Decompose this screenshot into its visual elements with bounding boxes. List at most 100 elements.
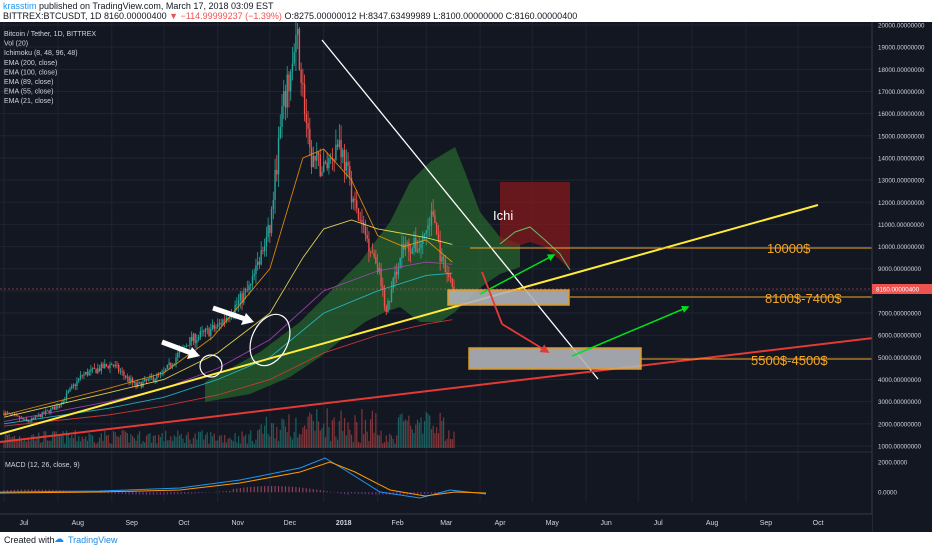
candle — [48, 410, 50, 413]
volume-bar — [74, 430, 76, 448]
candle — [111, 364, 113, 366]
tradingview-logo-link[interactable]: TradingView — [68, 535, 118, 545]
volume-bar — [411, 429, 413, 448]
macd-bar — [138, 492, 141, 495]
macd-bar — [232, 488, 234, 493]
volume-bar — [354, 415, 356, 448]
volume-bar — [253, 443, 255, 448]
y-tick-label: 11000.00000000 — [878, 222, 925, 229]
candle — [159, 372, 162, 374]
candle — [425, 230, 427, 234]
volume-bar — [85, 436, 87, 448]
candle — [78, 378, 80, 381]
candle — [389, 301, 391, 303]
price-chart[interactable]: Ichi 10000$ 8100$-7400$ 5500$-4500$ MACD (1… — [0, 22, 932, 532]
candle — [449, 276, 452, 279]
volume-bar — [237, 435, 240, 448]
candle — [345, 161, 348, 171]
candle — [131, 378, 134, 383]
candle — [79, 375, 82, 379]
pointer-arrow-shaft — [212, 305, 249, 323]
candle — [298, 28, 301, 70]
candle — [90, 369, 92, 372]
legend-item: Vol (20) — [4, 41, 28, 48]
time-axis[interactable]: Jul Aug Sep Oct Nov Dec 2018 Feb Mar Apr May Jun Jul… — [0, 513, 872, 532]
candle — [267, 225, 269, 238]
macd-bar — [135, 492, 137, 495]
x-tick-label: Dec — [284, 520, 297, 527]
candle — [274, 169, 276, 201]
volume-bar — [243, 436, 245, 448]
candle — [220, 323, 222, 325]
legend-item: Bitcoin / Tether, 1D, BITTREX — [4, 31, 96, 38]
candle — [236, 304, 238, 306]
candle — [76, 380, 78, 386]
y-tick-label: 18000.00000000 — [878, 67, 925, 74]
legend-item: EMA (55, close) — [4, 89, 53, 96]
volume-bar — [65, 430, 68, 448]
candle — [210, 329, 212, 336]
candle — [62, 399, 64, 405]
volume-bar — [444, 440, 446, 448]
volume-bar — [86, 440, 89, 448]
candle — [197, 336, 200, 340]
candle — [15, 414, 17, 416]
volume-bar — [338, 421, 340, 448]
published-text: published on TradingView.com, March 17, … — [39, 1, 274, 11]
candle — [375, 256, 377, 264]
candle — [58, 405, 61, 408]
volume-bar — [79, 441, 82, 448]
price-axis[interactable]: 1000.00000000 2000.00000000 3000.00000000 4… — [871, 22, 932, 532]
volume-bar — [404, 419, 406, 448]
volume-bar — [416, 419, 419, 448]
candle — [39, 414, 42, 418]
candle — [234, 305, 236, 314]
candle — [211, 325, 214, 330]
volume-bar — [364, 419, 367, 448]
candle — [269, 225, 271, 233]
volume-bar — [324, 437, 327, 448]
candle — [263, 245, 266, 252]
candle — [18, 416, 21, 419]
macd-label: MACD (12, 26, close, 9) — [5, 462, 80, 469]
volume-bar — [326, 408, 328, 448]
author-link[interactable]: krasstim — [3, 1, 37, 11]
macd-bar — [236, 488, 238, 493]
candle — [81, 375, 83, 377]
candle — [262, 250, 264, 252]
macd-bar — [204, 492, 207, 493]
candle — [43, 412, 45, 414]
candle — [376, 263, 379, 273]
candle — [416, 250, 419, 252]
volume-bar — [314, 430, 316, 448]
macd-bar — [239, 488, 241, 493]
macd-bar — [201, 492, 203, 493]
macd-bar — [403, 492, 405, 495]
candle — [378, 267, 381, 273]
volume-bar — [112, 431, 115, 448]
candle — [251, 276, 254, 284]
candle — [150, 376, 153, 378]
candle — [415, 237, 417, 252]
volume-bar — [203, 439, 205, 448]
candle — [349, 166, 351, 178]
volume-bar — [340, 410, 342, 448]
macd-bar — [312, 489, 314, 493]
volume-bar — [397, 417, 400, 448]
volume-bar — [373, 432, 375, 448]
candle — [441, 256, 443, 262]
volume-bar — [229, 437, 231, 448]
legend-item: Ichimoku (8, 48, 96, 48) — [4, 50, 78, 57]
volume-bar — [149, 433, 151, 448]
candle — [272, 200, 275, 209]
candle — [255, 265, 257, 274]
volume-bar — [349, 429, 351, 448]
volume-bar — [138, 431, 141, 448]
candle — [135, 382, 137, 387]
macd-bar — [142, 492, 144, 495]
green-arrow-up — [571, 305, 690, 357]
volume-bar — [413, 433, 415, 448]
macd-bar — [111, 492, 113, 494]
macd-bar — [267, 486, 269, 493]
candle — [432, 211, 434, 216]
